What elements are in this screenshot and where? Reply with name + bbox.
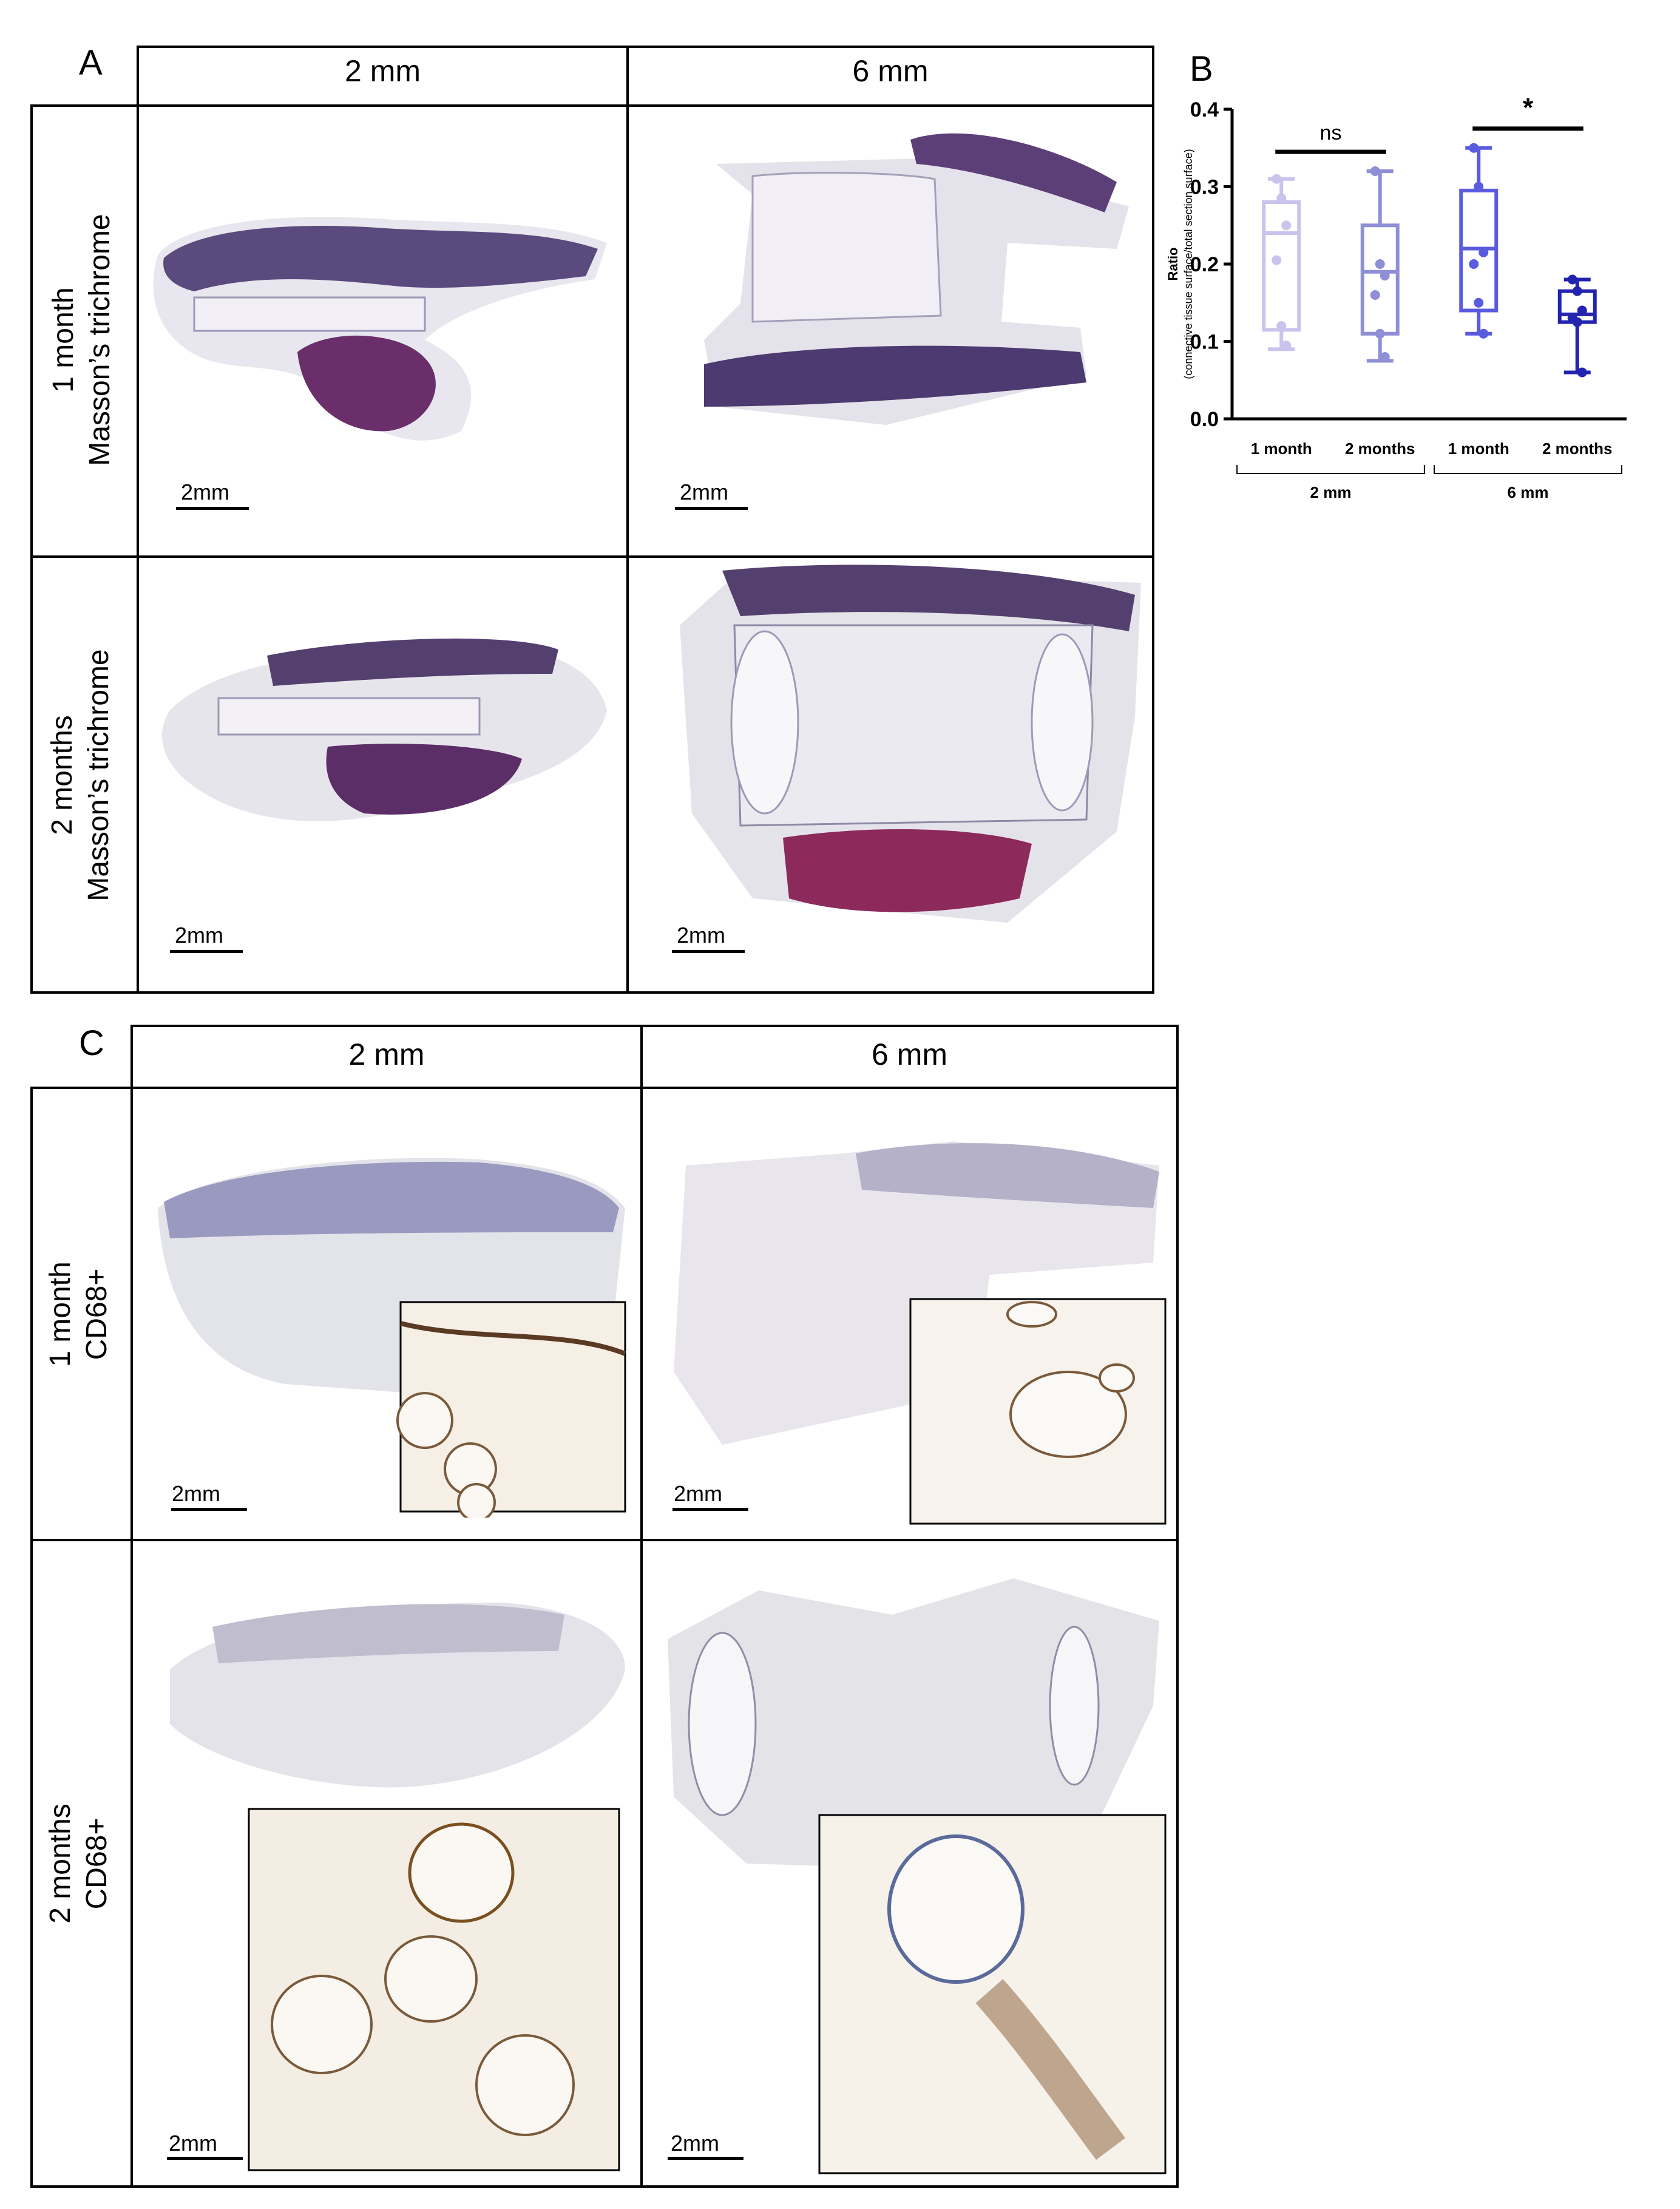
group-label: 2 mm	[1310, 483, 1352, 501]
panel-c-row-header-2months: 2 months CD68+	[44, 1804, 113, 1924]
x-tick-label: 1 month	[1251, 439, 1312, 458]
panel-c-scalebar	[672, 1508, 748, 1511]
panel-a-col-header-6mm: 6 mm	[852, 54, 929, 88]
group-bracket	[1434, 465, 1622, 474]
data-point	[1572, 286, 1582, 296]
data-point	[1370, 290, 1380, 300]
data-point	[1276, 193, 1287, 203]
panel-a-label: A	[79, 43, 103, 83]
x-tick-label: 2 months	[1542, 439, 1613, 458]
panel-a-scalebar-label: 2mm	[175, 923, 223, 948]
panel-c-image-1month-6mm	[674, 1141, 1167, 1525]
panel-c-label: C	[79, 1023, 104, 1063]
panel-c-image-1month-2mm	[158, 1158, 626, 1518]
x-tick-label: 2 months	[1345, 439, 1415, 458]
box-body	[1459, 188, 1499, 313]
panel-c-scalebar-label: 2mm	[172, 1481, 220, 1506]
panel-a-scalebar	[672, 950, 745, 953]
significance-label: *	[1523, 93, 1534, 123]
panel-c-scalebar-label: 2mm	[169, 2131, 217, 2156]
panel-a-image-1month-6mm	[704, 133, 1129, 425]
panel-b-label: B	[1190, 49, 1213, 89]
panel-a-scalebar	[675, 507, 748, 510]
box-body	[1262, 200, 1301, 332]
data-point	[1276, 321, 1287, 331]
data-point	[1281, 340, 1292, 350]
group-label: 6 mm	[1508, 483, 1549, 501]
data-point	[1380, 352, 1390, 362]
y-axis-sublabel: (connective tissue surface/total section…	[1182, 149, 1194, 379]
panel-c-col-header-2mm: 2 mm	[348, 1037, 425, 1071]
data-point	[1281, 220, 1292, 231]
panel-a-scalebar-label: 2mm	[680, 480, 728, 504]
panel-c-image-2months-2mm	[170, 1603, 625, 2171]
panel-a-scalebar	[170, 950, 243, 953]
panel-b-box-chart: 0.0 0.1 0.2 0.3 0.4 Ratio (connective tissue …	[1165, 93, 1627, 501]
data-point	[1469, 259, 1479, 269]
panel-c-col-header-6mm: 6 mm	[872, 1037, 947, 1071]
data-point	[1474, 182, 1484, 192]
group-bracket	[1236, 465, 1425, 474]
data-point	[1375, 328, 1385, 339]
data-point	[1577, 367, 1587, 378]
panel-a-scalebar	[176, 507, 249, 510]
significance-label: ns	[1320, 121, 1342, 144]
x-tick-label: 1 month	[1448, 439, 1509, 458]
box-body	[1360, 223, 1400, 336]
data-point	[1380, 271, 1390, 281]
data-point	[1375, 259, 1385, 269]
y-tick-label: 0.2	[1190, 253, 1219, 276]
panel-a-image-1month-2mm	[153, 217, 608, 441]
panel-a-image-2months-2mm	[161, 638, 607, 821]
y-tick-label: 0.0	[1190, 408, 1219, 431]
panel-c-scalebar-label: 2mm	[671, 2131, 719, 2156]
data-point	[1272, 255, 1282, 265]
y-tick-label: 0.3	[1190, 176, 1219, 199]
data-point	[1567, 274, 1577, 285]
data-point	[1572, 317, 1582, 327]
data-point	[1370, 166, 1380, 176]
data-point	[1478, 328, 1489, 339]
panel-c-scalebar	[171, 1508, 247, 1511]
panel-a-row-header-1month: 1 month Masson’s trichrome	[47, 214, 116, 466]
panel-c-scalebar	[668, 2157, 743, 2160]
data-point	[1469, 143, 1479, 153]
panel-a-scalebar-label: 2mm	[677, 923, 725, 948]
panel-c-image-2months-6mm	[668, 1578, 1167, 2174]
panel-c-row-header-1month: 1 month CD68+	[44, 1261, 113, 1367]
y-tick-label: 0.4	[1190, 98, 1219, 121]
data-point	[1577, 305, 1587, 316]
panel-a-scalebar-label: 2mm	[181, 480, 229, 504]
data-point	[1474, 297, 1484, 308]
panel-c-scalebar	[167, 2157, 243, 2160]
panel-a-col-header-2mm: 2 mm	[345, 54, 421, 88]
panel-c-scalebar-label: 2mm	[674, 1481, 722, 1506]
y-axis-label: Ratio	[1165, 248, 1180, 281]
panel-a-image-2months-6mm	[680, 565, 1141, 923]
data-point	[1478, 247, 1489, 257]
y-tick-label: 0.1	[1190, 331, 1219, 354]
panel-a-row-header-2months: 2 months Masson’s trichrome	[46, 649, 115, 901]
data-point	[1272, 174, 1282, 184]
